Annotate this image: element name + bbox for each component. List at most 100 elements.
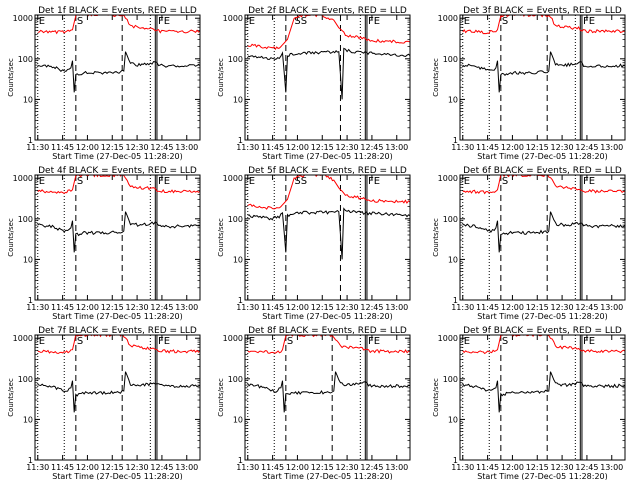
panel-3-frame (459, 14, 626, 141)
panel-7-x-tick-label: 12:00 (76, 463, 99, 472)
panel-8-x-tick-label: 13:00 (385, 463, 408, 472)
panel-2-y-axis-label: Counts/sec (217, 58, 225, 97)
panel-6-y-tick-label: 1000 (438, 174, 458, 183)
panel-7-x-tick-label: 12:15 (101, 463, 124, 472)
detector-panel-2: Det 2f BLACK = Events, RED = LLD 1 10 100 10… (217, 6, 411, 161)
panel-1-x-axis-label: Start Time (27-Dec-05 11:28:20) (52, 152, 183, 161)
panel-8-marker-label: S (287, 336, 293, 347)
panel-9-x-axis-label: Start Time (27-Dec-05 11:28:20) (477, 472, 608, 480)
panel-4-y-tick-label: 1 (28, 296, 33, 305)
panel-9-title: Det 9f BLACK = Events, RED = LLD (463, 326, 622, 336)
panel-4-y-tick-label: 100 (18, 215, 33, 224)
panel-8-x-tick-label: 12:45 (360, 463, 383, 472)
panel-2-x-tick-label: 12:45 (360, 143, 383, 152)
panel-4-x-tick-label: 11:30 (26, 303, 49, 312)
panel-5-x-tick-label: 13:00 (385, 303, 408, 312)
detector-panel-7: Det 7f BLACK = Events, RED = LLD 1 10 100 10… (7, 326, 201, 480)
panel-4-y-tick-label: 1000 (13, 174, 33, 183)
panel-3-x-tick-label: 12:30 (551, 143, 574, 152)
panel-3-marker-label: FE (583, 16, 595, 27)
panel-3-y-tick-label: 1000 (438, 14, 458, 23)
panel-6-x-tick-label: 12:00 (501, 303, 524, 312)
panel-5-y-axis-label: Counts/sec (217, 218, 225, 257)
panel-3-x-tick-label: 12:15 (526, 143, 549, 152)
panel-6-marker-label: FE (583, 176, 595, 187)
panel-1-title: Det 1f BLACK = Events, RED = LLD (38, 6, 197, 16)
panel-1-x-tick-label: 12:00 (76, 143, 99, 152)
panel-4-x-tick-label: 12:45 (150, 303, 173, 312)
panel-5-x-tick-label: 11:45 (261, 303, 284, 312)
panel-1-x-tick-label: 12:45 (150, 143, 173, 152)
panel-2-y-tick-label: 10 (233, 95, 243, 104)
panel-8-marker-label: E (249, 336, 255, 347)
detector-panel-8: Det 8f BLACK = Events, RED = LLD 1 10 100 10… (217, 326, 411, 480)
panel-6-frame (459, 174, 626, 301)
panel-2-x-tick-label: 12:00 (286, 143, 309, 152)
panel-6-title: Det 6f BLACK = Events, RED = LLD (463, 166, 622, 176)
panel-5-series-red-line (247, 175, 410, 210)
panel-4-y-axis-label: Counts/sec (7, 218, 15, 257)
panel-1-y-tick-label: 1000 (13, 14, 33, 23)
panel-8-marker-label: FE (368, 336, 380, 347)
panel-2-series-black-line (247, 47, 410, 100)
panel-5-x-tick-label: 12:45 (360, 303, 383, 312)
panel-2-series-red-line (247, 15, 410, 51)
panel-1-x-tick-label: 12:15 (101, 143, 124, 152)
panel-6-x-axis-label: Start Time (27-Dec-05 11:28:20) (477, 312, 608, 321)
panel-7-series-black-line (37, 371, 200, 413)
panel-8-y-tick-label: 1 (238, 456, 243, 465)
panel-4-y-tick-label: 10 (23, 255, 33, 264)
panel-7-x-axis-label: Start Time (27-Dec-05 11:28:20) (52, 472, 183, 480)
panel-5-x-axis-label: Start Time (27-Dec-05 11:28:20) (262, 312, 393, 321)
panel-7-marker-label: E (39, 336, 45, 347)
panel-9-frame (459, 334, 626, 461)
panel-5-x-tick-label: 12:15 (311, 303, 334, 312)
panel-9-series-red-line (462, 335, 625, 355)
panel-3-title: Det 3f BLACK = Events, RED = LLD (463, 6, 622, 16)
panel-4-x-axis-label: Start Time (27-Dec-05 11:28:20) (52, 312, 183, 321)
panel-9-x-tick-label: 12:15 (526, 463, 549, 472)
detector-panel-4: Det 4f BLACK = Events, RED = LLD 1 10 100 10… (7, 166, 201, 321)
panel-7-x-tick-label: 13:00 (175, 463, 198, 472)
panel-8-frame (244, 334, 411, 461)
panel-2-x-tick-label: 11:30 (236, 143, 259, 152)
panel-8-series-red-line (247, 335, 410, 354)
panel-4-x-tick-label: 12:30 (126, 303, 149, 312)
panel-3-x-tick-label: 11:30 (451, 143, 474, 152)
panel-5-frame (244, 174, 411, 301)
panel-5-title: Det 5f BLACK = Events, RED = LLD (248, 166, 407, 176)
panel-6-x-tick-label: 12:15 (526, 303, 549, 312)
panel-9-x-tick-label: 11:45 (476, 463, 499, 472)
panel-7-title: Det 7f BLACK = Events, RED = LLD (38, 326, 197, 336)
panel-1-x-tick-label: 11:45 (51, 143, 74, 152)
panel-9-y-axis-label: Counts/sec (432, 378, 440, 417)
panel-7-frame (34, 334, 201, 461)
panel-9-x-tick-label: 12:45 (575, 463, 598, 472)
panel-6-y-tick-label: 10 (448, 255, 458, 264)
panel-7-y-tick-label: 1 (28, 456, 33, 465)
panel-9-y-tick-label: 100 (443, 375, 458, 384)
panel-2-title: Det 2f BLACK = Events, RED = LLD (248, 6, 407, 16)
panel-4-marker-label: S (77, 176, 83, 187)
panel-6-y-axis-label: Counts/sec (432, 218, 440, 257)
panel-7-x-tick-label: 11:45 (51, 463, 74, 472)
panel-7-y-axis-label: Counts/sec (7, 378, 15, 417)
detector-panel-6: Det 6f BLACK = Events, RED = LLD 1 10 100 10… (432, 166, 626, 321)
panel-8-title: Det 8f BLACK = Events, RED = LLD (248, 326, 407, 336)
panel-1-series-red-line (37, 15, 200, 35)
panel-9-marker-label: E (464, 336, 470, 347)
panel-7-y-tick-label: 100 (18, 375, 33, 384)
panel-8-series-black-line (247, 371, 410, 413)
panel-8-x-tick-label: 11:30 (236, 463, 259, 472)
panel-1-y-axis-label: Counts/sec (7, 58, 15, 97)
panel-8-x-tick-label: 12:15 (311, 463, 334, 472)
panel-6-x-tick-label: 12:45 (575, 303, 598, 312)
panel-6-x-tick-label: 12:30 (551, 303, 574, 312)
panel-5-series-black-line (247, 207, 410, 260)
panel-1-x-tick-label: 13:00 (175, 143, 198, 152)
panel-9-x-tick-label: 11:30 (451, 463, 474, 472)
panel-5-x-tick-label: 12:30 (336, 303, 359, 312)
panel-2-marker-label: FE (368, 16, 380, 27)
panel-2-y-tick-label: 1000 (223, 14, 243, 23)
panel-3-x-axis-label: Start Time (27-Dec-05 11:28:20) (477, 152, 608, 161)
